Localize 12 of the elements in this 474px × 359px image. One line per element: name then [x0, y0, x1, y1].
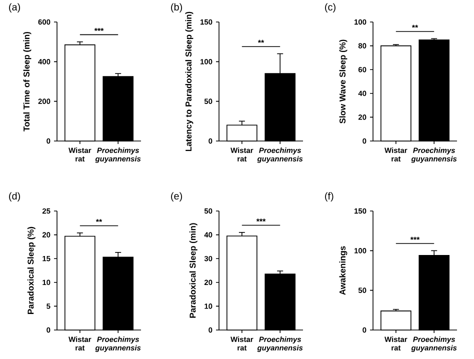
chart-title: (c)	[325, 3, 336, 12]
y-axis-title: Total Time of Sleep (min)	[23, 32, 32, 132]
chart-title: (b)	[171, 3, 182, 12]
y-axis-title: Awakenings	[339, 246, 348, 295]
y-axis-title: Paradoxical Sleep (%)	[27, 226, 36, 314]
y-axis-title: Latency to Paradoxical Sleep (min)	[185, 12, 194, 152]
chart-title: (e)	[171, 192, 182, 202]
chart-title: (f)	[325, 192, 334, 202]
y-axis-title: Paradoxical Sleep (min)	[189, 223, 198, 318]
chart-title: (a)	[9, 3, 20, 13]
chart-title: (d)	[9, 192, 20, 202]
y-axis-title: Slow Wave Sleep (%)	[339, 40, 348, 124]
